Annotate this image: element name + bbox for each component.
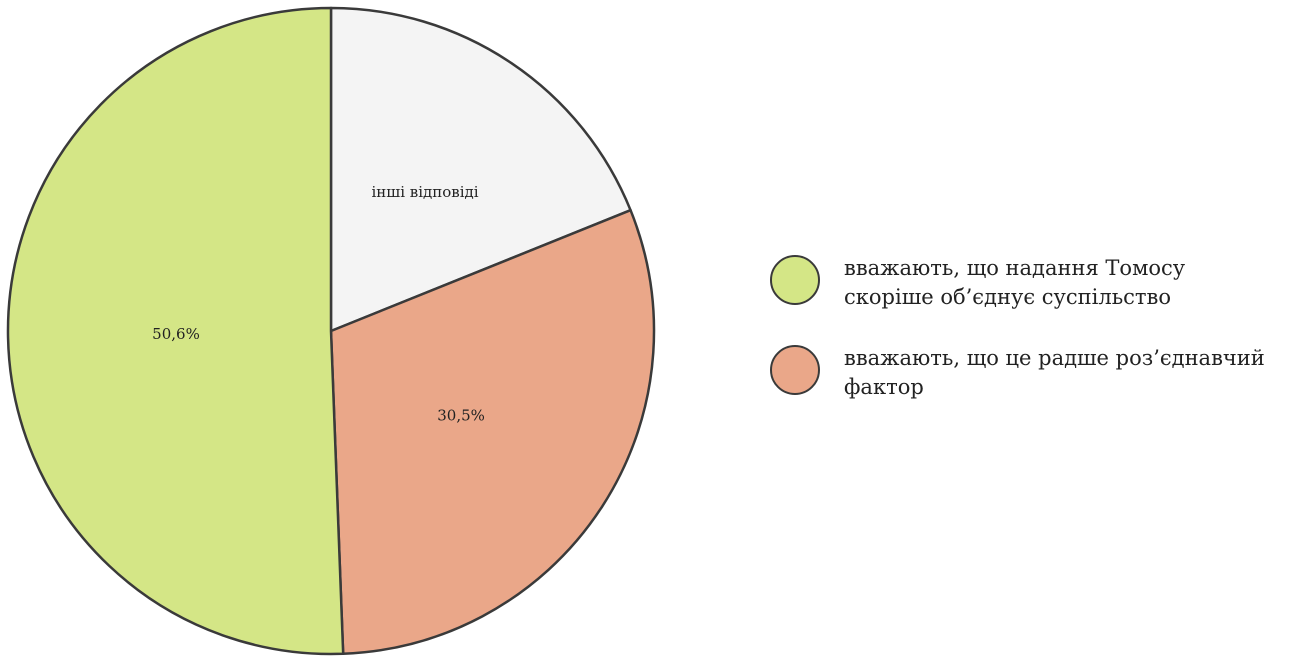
legend-item-unites: вважають, що надання Томосу скоріше об’є… <box>770 254 1290 312</box>
legend-swatch-green <box>770 255 820 305</box>
legend-swatch-salmon <box>770 345 820 395</box>
legend-label-divides: вважають, що це радше роз’єднавчий факто… <box>844 346 1265 399</box>
pie-labels: інші відповіді 30,5% 50,6% <box>152 183 485 424</box>
slice-salmon <box>329 208 656 656</box>
legend: вважають, що надання Томосу скоріше об’є… <box>770 254 1290 434</box>
pie-slices <box>6 6 656 656</box>
slice-label-salmon: 30,5% <box>437 406 485 424</box>
legend-label-unites: вважають, що надання Томосу скоріше об’є… <box>844 256 1186 309</box>
slice-label-other: інші відповіді <box>371 183 478 201</box>
pie-chart: інші відповіді 30,5% 50,6% <box>6 6 656 656</box>
slice-label-green: 50,6% <box>152 325 200 343</box>
legend-item-divides: вважають, що це радше роз’єднавчий факто… <box>770 344 1290 402</box>
slice-other <box>329 6 632 333</box>
slice-green <box>6 6 345 656</box>
